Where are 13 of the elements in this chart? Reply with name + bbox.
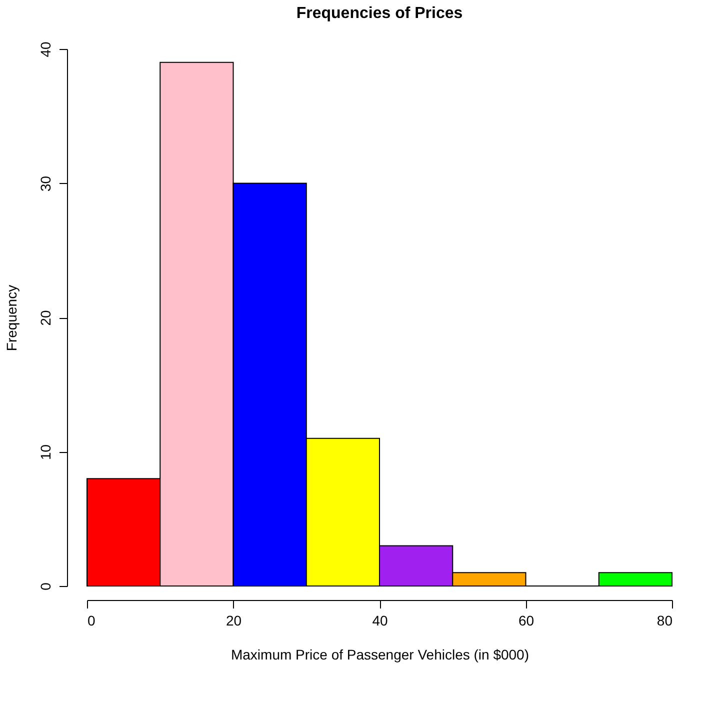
y-tick-label: 20	[38, 310, 54, 326]
y-tick-label: 10	[38, 444, 54, 460]
x-tick-label: 0	[88, 612, 96, 628]
y-tick-label: 0	[38, 582, 54, 590]
y-axis-title: Frequency	[4, 284, 20, 352]
x-tick-label: 20	[226, 612, 242, 628]
y-tick-label: 30	[38, 176, 54, 192]
x-tick-label: 80	[656, 612, 673, 628]
y-tick-label: 40	[38, 42, 54, 58]
x-axis-title: Maximum Price of Passenger Vehicles (in $000)	[230, 646, 530, 662]
chart-title: Frequencies of Prices	[296, 5, 463, 22]
x-tick-label: 40	[372, 612, 388, 628]
x-tick-label: 60	[518, 612, 534, 628]
